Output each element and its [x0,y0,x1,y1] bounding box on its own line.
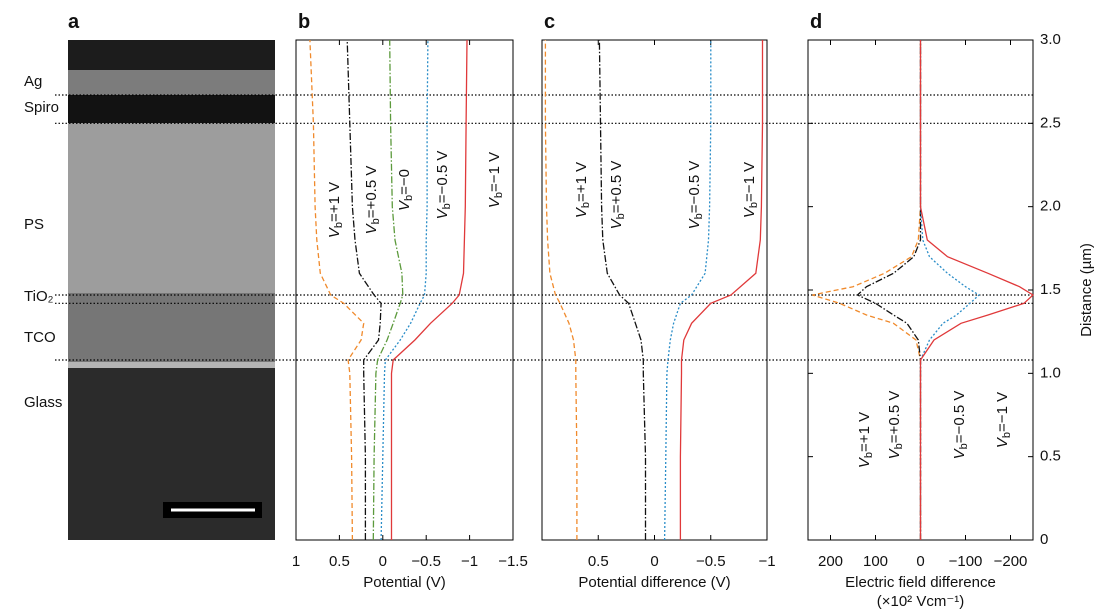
x-tick-label: −1 [758,553,775,570]
layer-label: TiO₂ [24,288,54,305]
curve-label: Vb=+0.5 V [608,161,627,230]
micrograph [68,40,275,540]
ps-layer [68,123,275,293]
interface-line [68,362,275,368]
curve-label-value: =+0.5 V [363,166,380,219]
curve [921,40,980,540]
curve-label-value: =−0.5 V [686,161,703,214]
x-tick-label: 0 [650,553,658,570]
x-tick-label: 0.5 [329,553,350,570]
spiro-layer [68,95,275,123]
curve-label-value: =−1 V [486,152,503,192]
x-tick-label: −100 [949,553,983,570]
curve-label: Vb=−0.5 V [951,391,970,460]
x-axis-units: (×10² Vcm⁻¹) [877,593,965,610]
curve-label: Vb=+1 V [326,182,345,238]
layer-label: Ag [24,73,42,90]
curve-label: Vb=+0.5 V [886,391,905,460]
curve-label: Vb=−0.5 V [686,161,705,230]
curve-label-value: =−0.5 V [434,151,451,204]
curve-label-value: =+1 V [573,162,590,202]
curve [599,40,645,540]
y-axis-label: Distance (µm) [1078,243,1095,337]
x-tick-label: 1 [292,553,300,570]
layer-label: PS [24,216,44,233]
curve-label-value: =−1 V [994,392,1011,432]
curve-label: Vb=+0.5 V [363,166,382,235]
curve-label: Vb=−1 V [741,162,760,218]
x-tick-label: −0.5 [411,553,441,570]
curve-label-value: =−1 V [741,162,758,202]
x-axis-label: Potential difference (V) [578,574,730,591]
curve-label: Vb=−1 V [994,392,1013,448]
x-tick-label: 0 [916,553,924,570]
curve-label-value: =−0 [396,169,413,195]
x-tick-label: −200 [994,553,1028,570]
panel-letter: d [810,11,822,33]
x-tick-label: −0.5 [696,553,726,570]
curve-label-value: =+1 V [856,412,873,452]
figure: a Ag Spiro PS TiO₂ TCO Glass b 1 0.5 0 −0.5 −1 −1.5 P… [0,0,1096,614]
curve-label: Vb=+1 V [856,412,875,468]
y-tick-label: 3.0 [1040,31,1061,48]
x-tick-label: −1 [461,553,478,570]
curve-label-value: =−0.5 V [951,391,968,444]
curve [545,40,577,540]
panel-letter: c [544,11,555,33]
panel-letter: a [68,11,80,33]
x-tick-label: 0 [379,553,387,570]
curve-label: Vb=+1 V [573,162,592,218]
curve [310,40,364,540]
curve-label: Vb=−0.5 V [434,151,453,220]
curve [680,40,762,540]
axes-frame [296,40,513,540]
y-tick-label: 0 [1040,531,1048,548]
curve [665,40,711,540]
layer-label: TCO [24,329,56,346]
y-tick-label: 2.5 [1040,114,1061,131]
x-axis-label: Electric field difference [845,574,996,591]
y-tick-label: 0.5 [1040,448,1061,465]
axes-frame [542,40,767,540]
curve-label-value: =+0.5 V [608,161,625,214]
curve-label: Vb=−1 V [486,152,505,208]
layer-label: Glass [24,394,62,411]
y-tick-label: 1.0 [1040,364,1061,381]
x-tick-label: 100 [863,553,888,570]
curve [921,40,1034,540]
x-axis-label: Potential (V) [363,574,446,591]
curve [381,40,428,540]
layer-label: Spiro [24,99,59,116]
x-tick-label: 200 [818,553,843,570]
y-tick-label: 1.5 [1040,281,1061,298]
ag-layer [68,70,275,95]
curve [373,40,403,540]
y-tick-label: 2.0 [1040,198,1061,215]
panel-letter: b [298,11,310,33]
curve-label-value: =+0.5 V [886,391,903,444]
curve-label: Vb=−0 [396,169,415,211]
curve-label-value: =+1 V [326,182,343,222]
x-tick-label: 0.5 [588,553,609,570]
x-tick-label: −1.5 [498,553,528,570]
